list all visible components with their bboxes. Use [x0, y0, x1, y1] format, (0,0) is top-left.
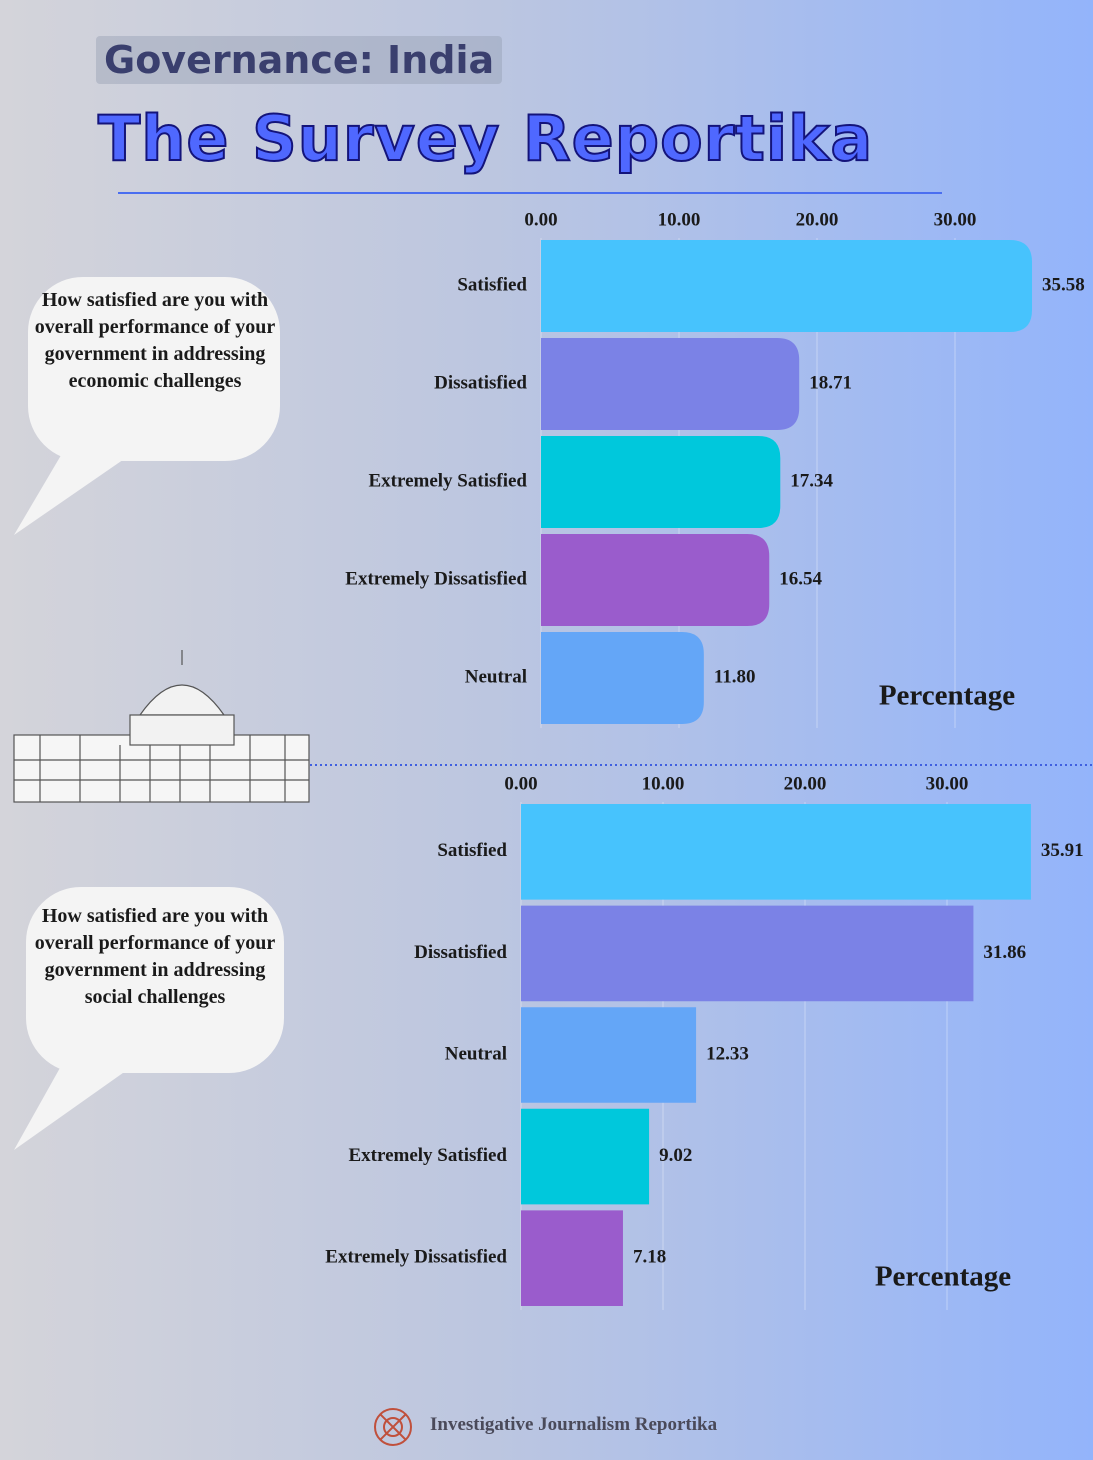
tag: Governance: India [96, 36, 503, 84]
footer: Investigative Journalism Reportika [430, 1414, 718, 1435]
bar [521, 804, 1031, 900]
bar [521, 905, 974, 1002]
x-tick-label: 10.00 [642, 773, 685, 794]
category-label: Satisfied [437, 840, 507, 861]
category-label: Extremely Satisfied [349, 1145, 508, 1166]
question: How satisfied are you with overall perfo… [34, 905, 276, 1008]
footer-logo [374, 1408, 412, 1446]
category-label: Dissatisfied [434, 372, 527, 393]
category-label: Neutral [465, 666, 527, 687]
bar [541, 534, 770, 626]
value-label: 11.80 [714, 666, 756, 687]
x-tick-label: 10.00 [658, 209, 701, 230]
category-label: Extremely Dissatisfied [345, 568, 527, 589]
x-tick-label: 0.00 [524, 209, 557, 230]
value-label: 35.91 [1041, 840, 1084, 861]
bar [541, 338, 800, 430]
category-label: Dissatisfied [414, 942, 507, 963]
category-label: Neutral [445, 1043, 507, 1064]
building-sketch [13, 650, 310, 803]
x-tick-label: 30.00 [934, 209, 977, 230]
x-tick-label: 0.00 [504, 773, 537, 794]
value-label: 12.33 [706, 1043, 749, 1064]
bar [521, 1108, 650, 1205]
x-tick-label: 20.00 [796, 209, 839, 230]
value-label: 17.34 [790, 470, 833, 491]
category-label: Satisfied [457, 274, 527, 295]
x-axis-label: Percentage [875, 1261, 1011, 1293]
bar [521, 1210, 623, 1306]
category-label: Extremely Dissatisfied [325, 1247, 507, 1268]
value-label: 35.58 [1042, 274, 1085, 295]
bar [521, 1007, 697, 1103]
speech-bubble [14, 277, 284, 1150]
question: How satisfied are you with overall perfo… [34, 289, 276, 392]
bar [541, 436, 781, 528]
value-label: 16.54 [779, 568, 822, 589]
value-label: 18.71 [809, 372, 852, 393]
x-tick-label: 20.00 [784, 773, 827, 794]
x-axis-label: Percentage [879, 680, 1015, 712]
x-tick-label: 30.00 [926, 773, 969, 794]
value-label: 7.18 [633, 1247, 666, 1268]
bar [541, 632, 704, 724]
bar [541, 240, 1033, 332]
category-label: Extremely Satisfied [369, 470, 528, 491]
value-label: 31.86 [983, 942, 1026, 963]
page-title: The Survey Reportika [97, 101, 874, 176]
value-label: 9.02 [659, 1145, 692, 1166]
